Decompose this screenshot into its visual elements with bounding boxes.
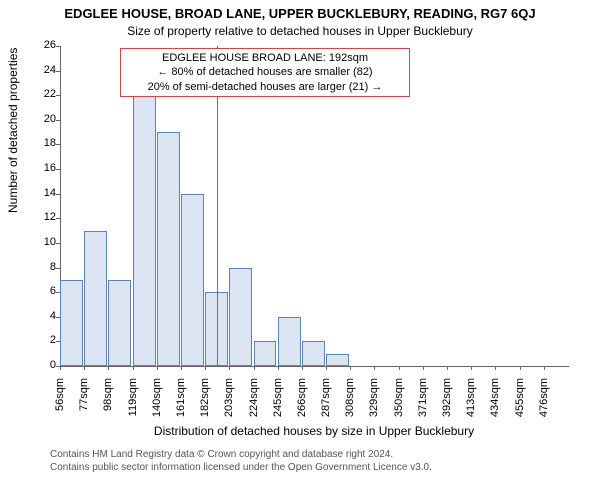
xtick-mark [326,366,327,370]
ytick-mark [56,95,60,96]
ytick-mark [56,71,60,72]
ytick-mark [56,243,60,244]
attribution-line: Contains public sector information licen… [50,461,432,474]
xtick-label: 413sqm [465,378,477,426]
annotation-line: EDGLEE HOUSE BROAD LANE: 192sqm [127,51,403,65]
xtick-mark [108,366,109,370]
xtick-label: 455sqm [514,378,526,426]
xtick-mark [350,366,351,370]
xtick-label: 161sqm [175,378,187,426]
xtick-label: 203sqm [223,378,235,426]
x-axis-label: Distribution of detached houses by size … [60,424,568,438]
ytick-mark [56,268,60,269]
xtick-mark [60,366,61,370]
xtick-label: 224sqm [248,378,260,426]
ytick-mark [56,144,60,145]
xtick-label: 56sqm [54,378,66,426]
xtick-mark [133,366,134,370]
xtick-label: 182sqm [199,378,211,426]
histogram-bar [84,231,107,366]
xtick-label: 329sqm [368,378,380,426]
histogram-bar [302,341,325,366]
xtick-label: 371sqm [417,378,429,426]
xtick-mark [302,366,303,370]
histogram-bar [326,354,349,366]
xtick-label: 245sqm [272,378,284,426]
ytick-label: 4 [30,310,56,322]
xtick-label: 140sqm [151,378,163,426]
xtick-mark [471,366,472,370]
histogram-bar [157,132,180,366]
xtick-label: 119sqm [127,378,139,426]
xtick-mark [374,366,375,370]
ytick-mark [56,169,60,170]
xtick-mark [399,366,400,370]
ytick-label: 10 [30,236,56,248]
attribution-line: Contains HM Land Registry data © Crown c… [50,448,432,461]
ytick-mark [56,46,60,47]
xtick-label: 308sqm [344,378,356,426]
xtick-label: 98sqm [102,378,114,426]
ytick-mark [56,194,60,195]
xtick-label: 350sqm [393,378,405,426]
xtick-mark [544,366,545,370]
ytick-label: 6 [30,285,56,297]
xtick-label: 434sqm [489,378,501,426]
xtick-mark [447,366,448,370]
xtick-mark [254,366,255,370]
ytick-label: 18 [30,137,56,149]
xtick-mark [84,366,85,370]
attribution: Contains HM Land Registry data © Crown c… [50,448,432,474]
chart-title-main: EDGLEE HOUSE, BROAD LANE, UPPER BUCKLEBU… [0,6,600,21]
xtick-mark [520,366,521,370]
y-axis-label: Number of detached properties [6,197,20,213]
histogram-bar [181,194,204,366]
ytick-label: 8 [30,261,56,273]
xtick-label: 476sqm [538,378,550,426]
xtick-mark [157,366,158,370]
ytick-label: 20 [30,113,56,125]
histogram-bar [133,95,156,366]
ytick-label: 24 [30,64,56,76]
annotation-line: 20% of semi-detached houses are larger (… [127,80,403,94]
ytick-mark [56,120,60,121]
xtick-label: 266sqm [296,378,308,426]
histogram-bar [108,280,131,366]
xtick-mark [181,366,182,370]
histogram-bar [60,280,83,366]
histogram-bar [254,341,277,366]
ytick-label: 2 [30,334,56,346]
ytick-mark [56,218,60,219]
histogram-bar [229,268,252,366]
histogram-bar [278,317,301,366]
ytick-label: 16 [30,162,56,174]
xtick-label: 392sqm [441,378,453,426]
xtick-mark [495,366,496,370]
xtick-mark [423,366,424,370]
annotation-box: EDGLEE HOUSE BROAD LANE: 192sqm← 80% of … [120,48,410,97]
ytick-label: 26 [30,39,56,51]
xtick-label: 287sqm [320,378,332,426]
ytick-label: 14 [30,187,56,199]
annotation-line: ← 80% of detached houses are smaller (82… [127,65,403,79]
chart-title-sub: Size of property relative to detached ho… [0,24,600,38]
ytick-label: 22 [30,88,56,100]
xtick-mark [205,366,206,370]
xtick-label: 77sqm [78,378,90,426]
xtick-mark [278,366,279,370]
ytick-label: 12 [30,211,56,223]
ytick-label: 0 [30,359,56,371]
xtick-mark [229,366,230,370]
